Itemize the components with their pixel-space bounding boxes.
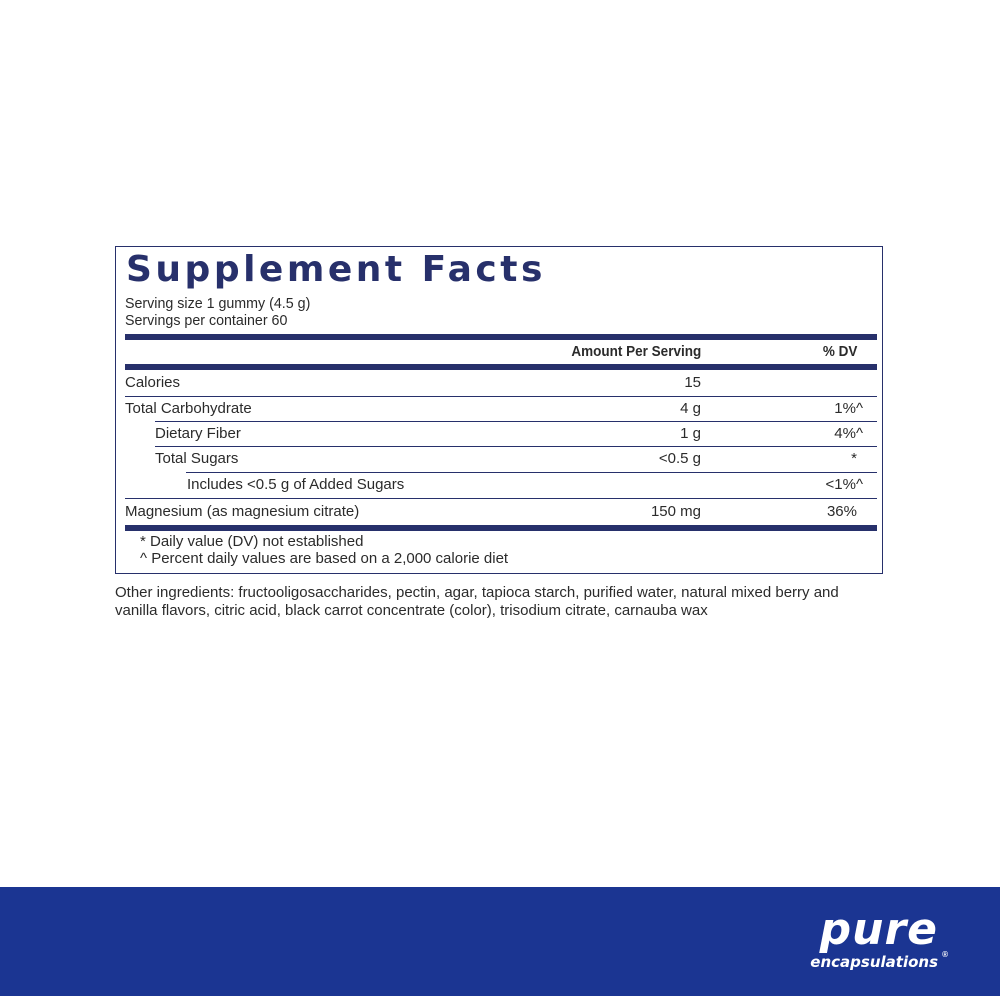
nutrient-amount: 150 mg (650, 503, 701, 520)
nutrient-name: Magnesium (as magnesium citrate) (125, 503, 360, 520)
thick-divider (125, 525, 877, 531)
panel-title: Supplement Facts (126, 249, 546, 290)
registered-mark: ® (942, 950, 948, 959)
supplement-facts-panel: Supplement Facts Serving size 1 gummy (4… (115, 246, 883, 574)
nutrient-amount: 1 g (680, 425, 701, 442)
nutrient-dv: <1%^ (825, 476, 863, 493)
other-ingredients: Other ingredients: fructooligosaccharide… (115, 584, 839, 619)
nutrient-name: Includes <0.5 g of Added Sugars (187, 476, 405, 493)
nutrient-name: Calories (125, 374, 181, 391)
table-row: Dietary Fiber 1 g 4%^ (125, 421, 877, 446)
table-row: Total Sugars <0.5 g * (125, 446, 877, 471)
logo-tagline: encapsulations (810, 953, 938, 971)
row-divider (125, 396, 877, 397)
footnote: * Daily value (DV) not established (140, 533, 364, 550)
nutrient-amount: 15 (684, 374, 701, 391)
row-divider (155, 446, 877, 447)
nutrient-name: Dietary Fiber (155, 425, 241, 442)
table-row: Includes <0.5 g of Added Sugars <1%^ (125, 472, 877, 497)
row-divider (125, 498, 877, 499)
nutrient-dv: 4%^ (834, 425, 863, 442)
dv-header: % DV (822, 343, 857, 360)
brand-banner: pure encapsulations ® (0, 887, 1000, 996)
brand-logo: pure encapsulations ® (810, 904, 948, 972)
row-divider (186, 472, 877, 473)
table-header: Amount Per Serving % DV (125, 339, 877, 364)
serving-size: Serving size 1 gummy (4.5 g) (125, 295, 311, 312)
table-row: Total Carbohydrate 4 g 1%^ (125, 396, 877, 421)
thick-divider (125, 364, 877, 370)
servings-per-container: Servings per container 60 (125, 312, 288, 329)
table-row: Calories 15 (125, 370, 877, 395)
nutrient-dv: 36% (826, 503, 857, 520)
row-divider (155, 421, 877, 422)
thick-divider (125, 334, 877, 340)
footnote: ^ Percent daily values are based on a 2,… (140, 550, 509, 567)
nutrient-amount: 4 g (680, 400, 701, 417)
nutrient-name: Total Sugars (155, 450, 239, 467)
logo-wordmark: pure (819, 904, 938, 955)
nutrient-dv: 1%^ (834, 400, 863, 417)
nutrient-dv: * (851, 450, 857, 467)
nutrient-name: Total Carbohydrate (125, 400, 252, 417)
amount-header: Amount Per Serving (571, 343, 701, 360)
nutrient-amount: <0.5 g (658, 450, 701, 467)
table-row: Magnesium (as magnesium citrate) 150 mg 36… (125, 499, 877, 524)
